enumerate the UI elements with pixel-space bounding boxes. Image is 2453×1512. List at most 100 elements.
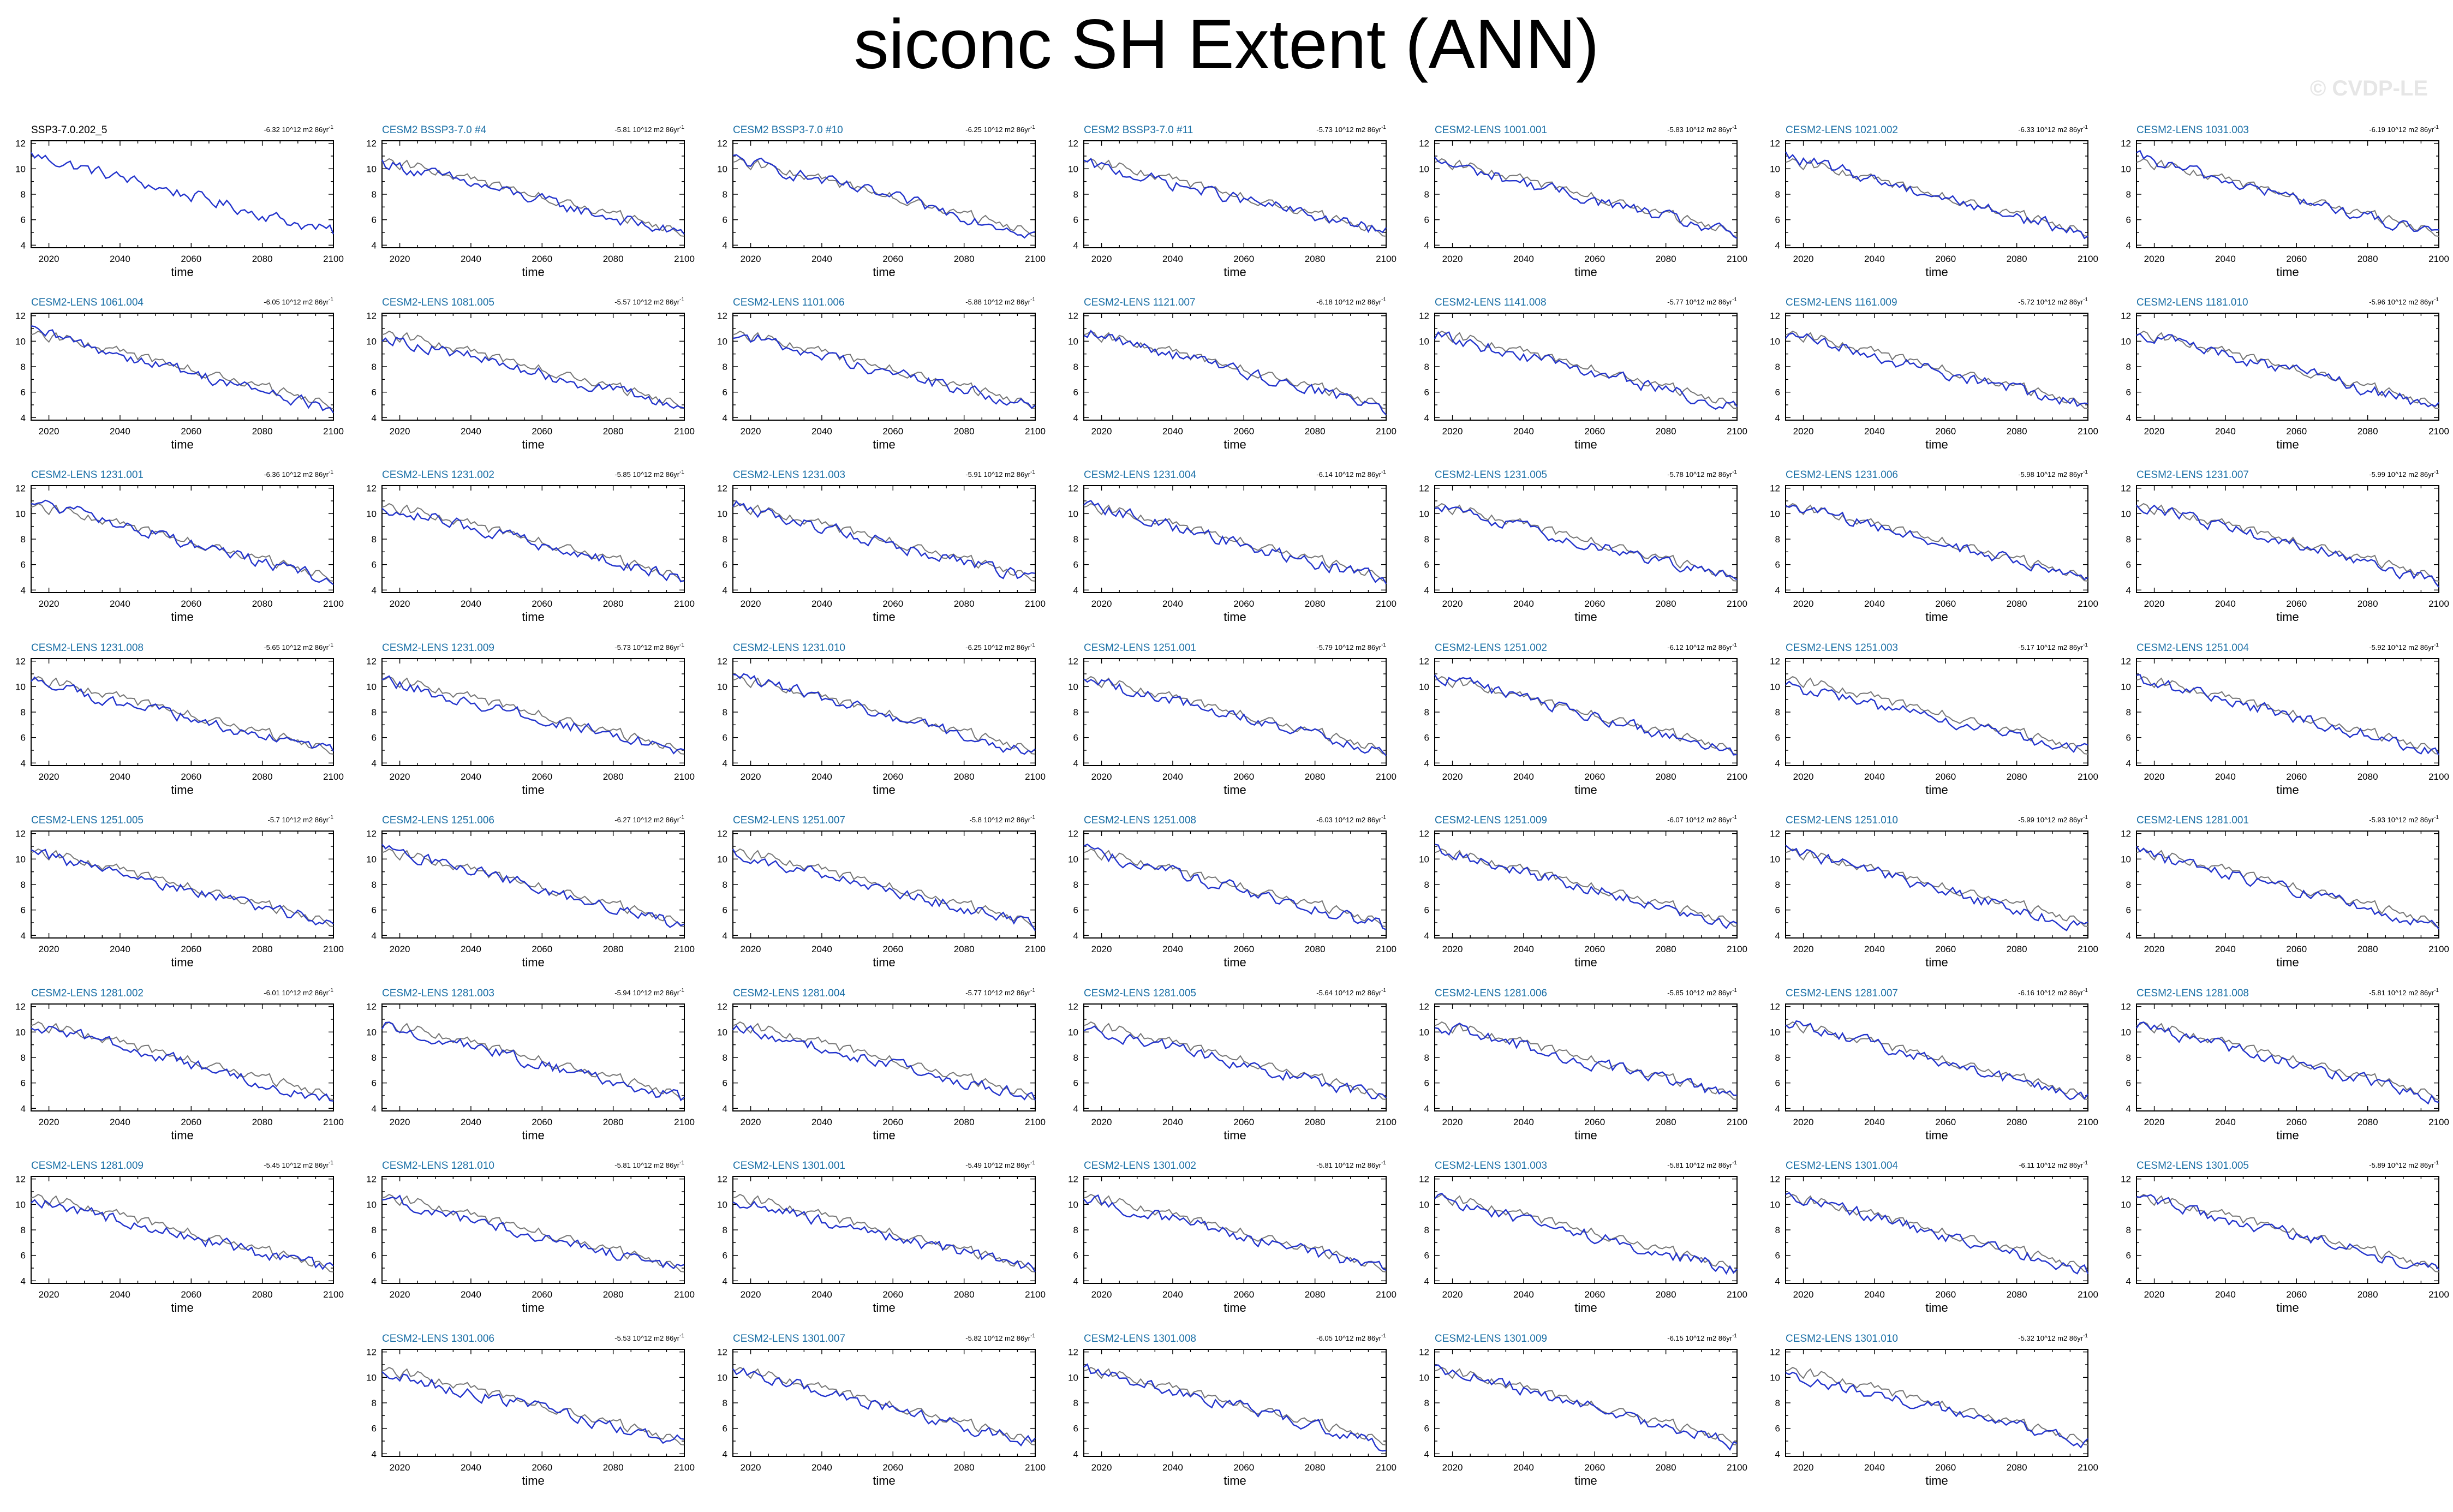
y-tick-label: 12 (366, 656, 377, 667)
y-tick-label: 4 (1424, 930, 1429, 941)
y-tick-label: 8 (21, 880, 26, 890)
y-tick-label: 6 (372, 1078, 377, 1089)
page-title: siconc SH Extent (ANN) (854, 5, 1599, 83)
model-series-line (1083, 330, 1387, 416)
x-tick-label: 2080 (2357, 1117, 2378, 1127)
y-tick-label: 10 (717, 1027, 727, 1037)
panel: 2020 2040 2060 2080 2100 4 6 8 10 12 time CESM2-LEN… (1419, 124, 1747, 279)
x-tick-label: 2060 (181, 772, 201, 782)
y-tick-label: 8 (21, 362, 26, 372)
trend-label: -5.77 10^12 m2 86yr-1 (1667, 297, 1737, 306)
reference-series-line (381, 1366, 685, 1445)
trend-label: -5.99 10^12 m2 86yr-1 (2018, 815, 2088, 824)
reference-series-line (1785, 1193, 2088, 1272)
model-series-line (732, 673, 1036, 755)
panel: 2020 2040 2060 2080 2100 4 6 8 10 12 time CESM2-LEN… (1419, 642, 1747, 797)
x-tick-label: 2040 (461, 944, 481, 954)
x-tick-label: 2080 (2007, 1117, 2027, 1127)
x-tick-label: 2040 (811, 426, 832, 437)
trend-label: -6.05 10^12 m2 86yr-1 (1316, 1333, 1386, 1342)
x-tick-label: 2060 (181, 254, 201, 264)
x-tick-label: 2080 (954, 1462, 975, 1473)
y-tick-label: 6 (1775, 215, 1780, 225)
x-axis-label: time (1223, 610, 1246, 624)
reference-series-line (1785, 1366, 2088, 1445)
x-tick-label: 2100 (1025, 254, 1046, 264)
panel-title: CESM2 BSSP3-7.0 #4 (382, 124, 487, 136)
x-tick-label: 2060 (181, 599, 201, 609)
panel: 2020 2040 2060 2080 2100 4 6 8 10 12 time CESM2 BSS… (717, 124, 1046, 279)
y-tick-label: 8 (21, 707, 26, 718)
x-axis-label: time (1223, 955, 1246, 969)
panel: 2020 2040 2060 2080 2100 4 6 8 10 12 time CESM2-LEN… (1419, 988, 1747, 1142)
y-tick-label: 12 (717, 1174, 727, 1185)
y-tick-label: 8 (1775, 189, 1780, 200)
plot-frame (1785, 1349, 2088, 1457)
x-tick-label: 2040 (1162, 1462, 1183, 1473)
x-tick-label: 2100 (1727, 944, 1747, 954)
y-tick-label: 6 (1073, 560, 1078, 570)
panel-title: CESM2-LENS 1231.001 (31, 469, 144, 481)
reference-series-line (381, 676, 685, 755)
panel-title: CESM2-LENS 1301.002 (1084, 1160, 1196, 1172)
y-tick-label: 12 (1419, 1002, 1429, 1012)
x-axis-label: time (1925, 438, 1948, 451)
x-tick-label: 2100 (1376, 599, 1396, 609)
y-tick-label: 6 (1073, 1424, 1078, 1434)
x-tick-label: 2060 (882, 944, 903, 954)
model-series-line (1434, 1023, 1738, 1096)
y-tick-label: 4 (372, 930, 377, 941)
y-tick-label: 6 (372, 215, 377, 225)
y-tick-label: 6 (1073, 733, 1078, 743)
x-tick-label: 2080 (954, 1289, 975, 1300)
x-tick-label: 2080 (954, 426, 975, 437)
y-tick-label: 10 (2121, 336, 2131, 346)
panel-title: CESM2-LENS 1231.005 (1435, 469, 1547, 481)
model-series-line (2135, 846, 2439, 930)
reference-series-line (381, 1193, 685, 1272)
model-series-line (381, 1371, 685, 1444)
model-series-line (1083, 678, 1387, 756)
x-tick-label: 2020 (1091, 1117, 1112, 1127)
x-tick-label: 2100 (2428, 599, 2449, 609)
y-tick-label: 12 (2121, 656, 2131, 667)
plot-frame (2136, 830, 2439, 939)
model-series-line (1083, 843, 1387, 930)
model-series-line (1434, 505, 1738, 581)
x-tick-label: 2080 (1305, 1462, 1326, 1473)
model-series-line (1784, 151, 2088, 240)
reference-series-line (31, 330, 334, 409)
y-tick-label: 12 (2121, 483, 2131, 494)
model-series-line (1434, 331, 1738, 410)
y-tick-label: 12 (1770, 139, 1780, 149)
y-tick-label: 6 (372, 733, 377, 743)
y-tick-label: 10 (1419, 336, 1429, 346)
panel-title: CESM2-LENS 1251.001 (1084, 642, 1196, 654)
x-tick-label: 2060 (532, 944, 552, 954)
panel-title: CESM2-LENS 1281.001 (2136, 815, 2249, 826)
y-tick-label: 12 (1419, 139, 1429, 149)
y-tick-label: 12 (717, 656, 727, 667)
x-tick-label: 2100 (2428, 772, 2449, 782)
x-axis-label: time (1574, 610, 1597, 624)
x-tick-label: 2040 (2215, 1117, 2236, 1127)
x-tick-label: 2040 (1864, 1289, 1885, 1300)
trend-label: -6.05 10^12 m2 86yr-1 (264, 297, 333, 306)
x-tick-label: 2060 (1935, 1117, 1956, 1127)
y-tick-label: 12 (1068, 656, 1078, 667)
model-series-line (1083, 1194, 1387, 1271)
x-tick-label: 2040 (1864, 426, 1885, 437)
x-tick-label: 2100 (1727, 254, 1747, 264)
y-tick-label: 10 (1770, 336, 1780, 346)
y-tick-label: 12 (15, 829, 26, 839)
x-tick-label: 2100 (2078, 254, 2098, 264)
x-tick-label: 2080 (954, 944, 975, 954)
y-tick-label: 10 (717, 854, 727, 864)
trend-label: -5.81 10^12 m2 86yr-1 (614, 1160, 684, 1169)
panel: 2020 2040 2060 2080 2100 4 6 8 10 12 time CESM2-LEN… (717, 988, 1046, 1142)
model-series-line (381, 336, 685, 409)
x-axis-label: time (873, 438, 896, 451)
y-tick-label: 8 (1424, 362, 1429, 372)
panel: 2020 2040 2060 2080 2100 4 6 8 10 12 time CESM2-LEN… (1770, 1160, 2098, 1314)
y-tick-label: 6 (2126, 1251, 2131, 1261)
